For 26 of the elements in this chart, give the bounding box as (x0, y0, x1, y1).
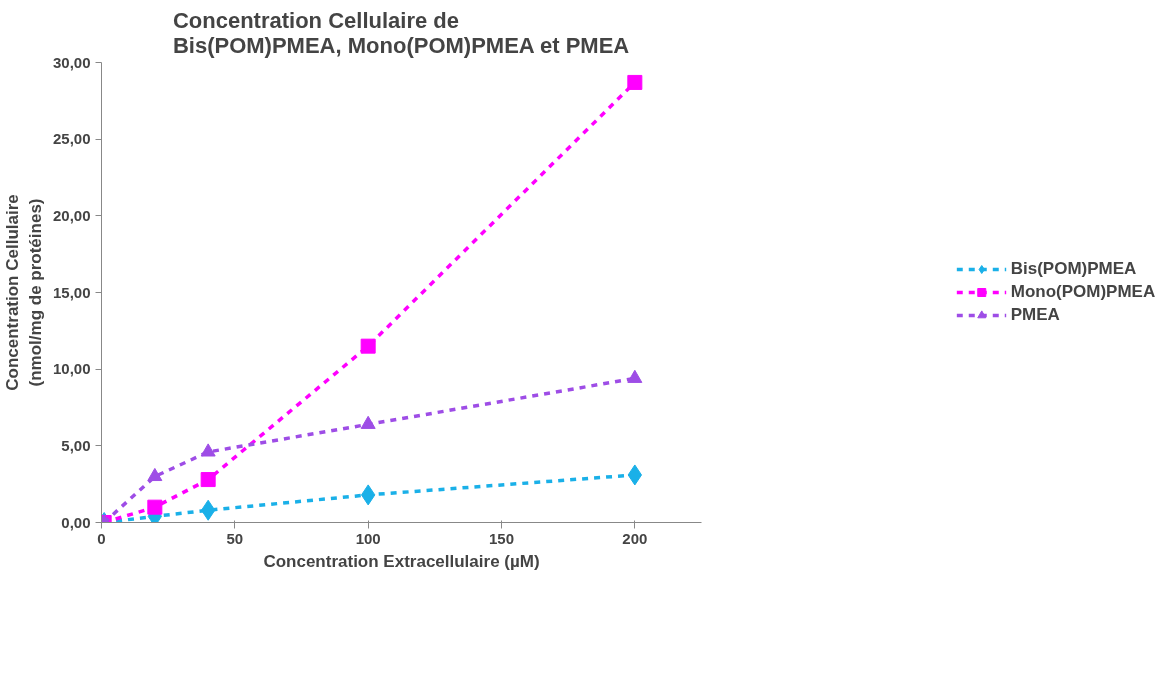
point (200, 472, 216, 488)
y-tick-label: 10,00 (52, 360, 91, 378)
x-tick-label: 50 (226, 529, 244, 547)
point (147, 467, 163, 482)
chart-title: Concentration Cellulaire de Bis(POM)PMEA, Mono(POM)PMEA et PMEA (172, 7, 630, 58)
point (147, 499, 163, 515)
y-tick-label: 20,00 (52, 206, 91, 224)
point (360, 338, 376, 354)
point (200, 443, 216, 457)
legend-label: Bis(POM)PMEA (1010, 259, 1137, 279)
legend-label: Mono(POM)PMEA (1010, 282, 1156, 302)
x-tick-label: 0 (97, 529, 106, 547)
legend-label: PMEA (1010, 305, 1060, 325)
y-axis-title: Concentration Cellulaire (nmol/mg de protéines) (3, 194, 45, 391)
y-tick-label: 30,00 (52, 53, 91, 71)
x-axis-title: Concentration Extracellulaire (µM) (263, 551, 540, 571)
point (360, 415, 376, 429)
point (627, 74, 643, 90)
y-tick-label: 25,00 (52, 130, 91, 148)
y-tick-label: 5,00 (61, 436, 91, 454)
y-tick-label: 15,00 (52, 283, 91, 301)
point (627, 369, 643, 383)
x-tick-label: 100 (355, 529, 381, 547)
x-tick-label: 150 (488, 529, 515, 547)
y-tick-label: 0,00 (61, 513, 91, 531)
x-tick-label: 200 (622, 529, 648, 547)
